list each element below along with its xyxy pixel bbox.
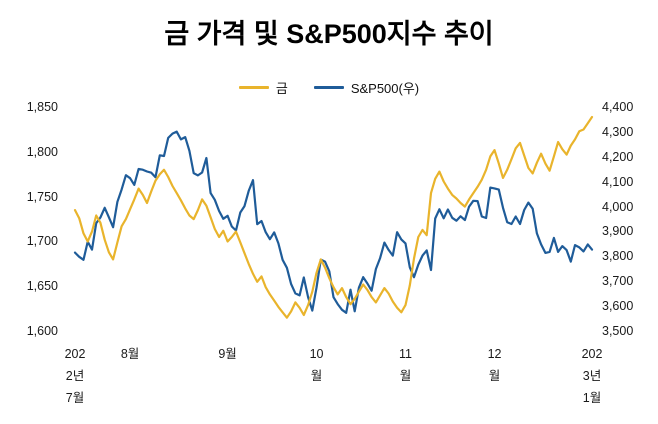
x-axis-tick: 12 월 [463, 343, 527, 387]
x-axis-tick-line: 9월 [218, 347, 237, 361]
right-axis-tick: 4,400 [602, 100, 634, 114]
right-axis-tick: 3,700 [602, 274, 634, 289]
x-axis-tick: 9월 [196, 343, 260, 365]
right-axis-tick: 4,000 [602, 199, 634, 214]
x-axis-tick-line: 월 [399, 369, 412, 383]
x-axis-tick-line: 202 [581, 347, 603, 361]
x-axis-tick-line: 12 [487, 347, 502, 361]
x-axis-tick: 11 월 [374, 343, 438, 387]
sp500-line-swatch [313, 86, 344, 89]
x-axis-tick: 202 2년 7월 [43, 343, 107, 409]
x-axis-tick-line: 월 [310, 369, 323, 383]
right-axis-tick: 4,100 [602, 174, 634, 189]
left-axis-tick: 1,750 [26, 189, 58, 204]
gold-line [73, 115, 594, 319]
x-axis-tick: 202 3년 1월 [560, 343, 624, 409]
right-axis-tick: 3,900 [602, 224, 634, 239]
sp500-line [73, 130, 594, 314]
chart-title: 금 가격 및 S&P500지수 추이 [164, 19, 494, 49]
right-axis-tick: 4,300 [602, 124, 634, 139]
left-axis-tick: 1,600 [26, 324, 58, 338]
x-axis-tick-line: 7월 [65, 391, 85, 405]
x-axis-tick-line: 1월 [582, 391, 602, 405]
left-axis-tick: 1,650 [26, 279, 58, 294]
right-axis-tick: 3,600 [602, 299, 634, 314]
legend: 금 S&P500(우) [0, 78, 658, 97]
x-axis-tick-line: 3년 [582, 369, 602, 383]
left-axis-tick: 1,800 [26, 144, 58, 159]
x-axis-tick-line: 202 [64, 347, 86, 361]
legend-label-sp500: S&P500(우) [350, 81, 420, 96]
legend-item-gold: 금 [238, 78, 288, 97]
right-axis-tick: 4,200 [602, 149, 634, 164]
right-axis-tick: 3,500 [602, 324, 634, 338]
left-axis-tick: 1,700 [26, 234, 58, 249]
right-axis-tick: 3,800 [602, 249, 634, 264]
x-axis-tick-line: 11 [399, 347, 413, 361]
legend-label-gold: 금 [275, 81, 288, 96]
legend-item-sp500: S&P500(우) [313, 78, 420, 97]
x-axis-tick: 8월 [98, 343, 162, 365]
gold-line-swatch [238, 86, 269, 89]
left-axis-tick: 1,850 [26, 100, 58, 114]
x-axis-tick-line: 10 [309, 347, 324, 361]
x-axis-tick-line: 8월 [120, 347, 140, 361]
x-axis-tick-line: 월 [488, 369, 501, 383]
x-axis-tick-line: 2년 [65, 369, 85, 383]
x-axis-tick: 10 월 [285, 343, 349, 387]
